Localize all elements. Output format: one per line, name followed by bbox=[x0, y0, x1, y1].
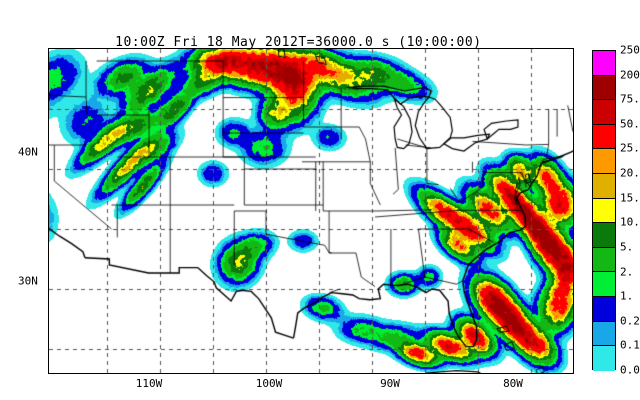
colorbar-tick-label: 0.25 bbox=[620, 314, 640, 328]
colorbar-band bbox=[593, 51, 615, 76]
colorbar-tick-label: 250. bbox=[620, 43, 640, 57]
colorbar-band bbox=[593, 198, 615, 224]
colorbar-band bbox=[593, 247, 615, 273]
y-axis-tick-label: 30N bbox=[18, 274, 38, 288]
colorbar[interactable] bbox=[592, 50, 616, 371]
colorbar-tick-label: 25. bbox=[620, 141, 640, 155]
title-model-time: T=36000.0 s (10:00:00) bbox=[298, 35, 482, 50]
colorbar-tick-label: 10. bbox=[620, 215, 640, 229]
colorbar-tick-label: 20. bbox=[620, 166, 640, 180]
plot-title: 10:00Z Fri 18 May 2012T=36000.0 s (10:00… bbox=[0, 20, 580, 50]
colorbar-band bbox=[593, 124, 615, 150]
colorbar-band bbox=[593, 321, 615, 347]
colorbar-band bbox=[593, 297, 615, 322]
x-axis-tick-label: 80W bbox=[503, 377, 523, 390]
colorbar-tick-label: 50. bbox=[620, 117, 640, 131]
x-axis-tick-label: 90W bbox=[380, 377, 400, 390]
colorbar-tick-label: 5. bbox=[620, 240, 634, 254]
colorbar-tick-label: 15. bbox=[620, 191, 640, 205]
colorbar-band bbox=[593, 149, 615, 175]
x-axis-tick-label: 110W bbox=[135, 377, 163, 390]
colorbar-band bbox=[593, 223, 615, 248]
colorbar-band bbox=[593, 346, 615, 371]
y-axis-tick-label: 40N bbox=[18, 145, 38, 159]
map-plot-area[interactable] bbox=[48, 48, 574, 374]
colorbar-band bbox=[593, 75, 615, 101]
colorbar-tick-label: 0.10 bbox=[620, 338, 640, 352]
colorbar-band bbox=[593, 100, 615, 125]
colorbar-tick-label: 75. bbox=[620, 92, 640, 106]
x-axis-tick-label: 100W bbox=[255, 377, 283, 390]
colorbar-tick-label: 1. bbox=[620, 289, 634, 303]
colorbar-tick-label: 0.01 bbox=[620, 363, 640, 377]
precipitation-map-canvas[interactable] bbox=[49, 49, 573, 373]
title-datetime: 10:00Z Fri 18 May 2012 bbox=[115, 35, 299, 50]
colorbar-band bbox=[593, 174, 615, 199]
colorbar-tick-label: 200. bbox=[620, 68, 640, 82]
colorbar-tick-label: 2. bbox=[620, 265, 634, 279]
colorbar-band bbox=[593, 272, 615, 298]
